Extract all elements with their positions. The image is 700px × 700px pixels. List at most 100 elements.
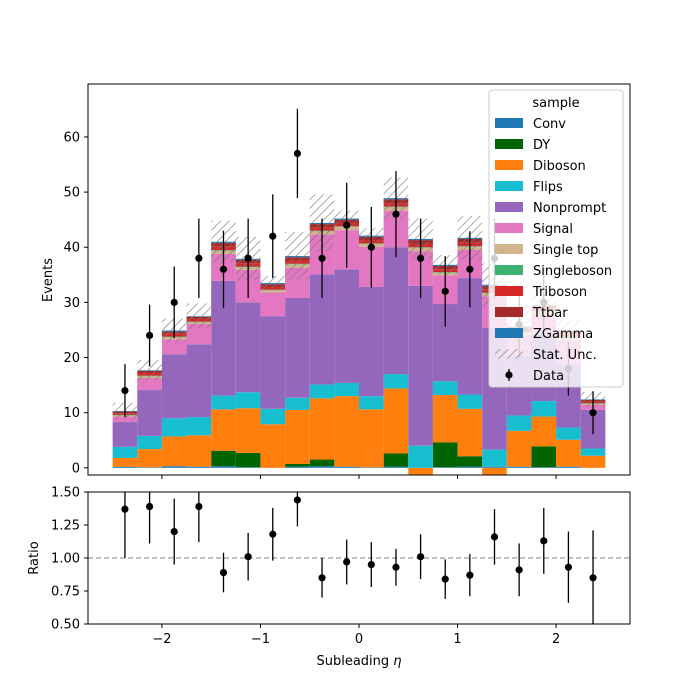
stack-bar [408, 285, 433, 446]
data-point [466, 265, 474, 273]
stack-bar [359, 396, 384, 410]
ratio-point [490, 533, 499, 541]
stat-unc-box [285, 231, 310, 281]
legend-items: Conv DY Diboson Flips Nonprompt Signal Single … [495, 117, 612, 384]
ratio-y-tick-label: 0.75 [51, 585, 80, 600]
stack-bar [211, 466, 236, 468]
legend-marker [505, 371, 513, 379]
legend-label: Nonprompt [533, 201, 606, 216]
stack-bar [285, 297, 310, 398]
ratio-point [540, 537, 548, 545]
stack-bar [137, 467, 162, 468]
stack-bar [383, 374, 409, 389]
legend-swatch [495, 139, 523, 149]
x-tick-label: −1 [251, 632, 270, 647]
y-tick-label: 40 [63, 241, 80, 256]
stack-bar [161, 466, 187, 468]
stack-bar [408, 445, 433, 468]
ratio-point [195, 502, 203, 511]
stack-bar [531, 467, 557, 468]
stack-bar [211, 409, 236, 451]
ratio-point [515, 566, 523, 574]
stack-bar [334, 466, 359, 468]
legend-label: Singleboson [533, 264, 612, 279]
stack-bar [235, 452, 261, 468]
stack-bar [285, 397, 310, 410]
legend-item: Stat. Unc. [495, 348, 597, 363]
legend-item: Flips [495, 180, 563, 195]
main-y-axis-label: Events [41, 258, 56, 302]
stack-bar [383, 453, 409, 467]
y-tick-label: 0 [72, 461, 80, 476]
ratio-point [121, 505, 129, 513]
ratio-point [170, 528, 178, 536]
stack-bar [482, 467, 507, 475]
legend-swatch [495, 223, 523, 233]
stack-bar [383, 247, 409, 375]
ratio-y-tick-label: 0.50 [51, 618, 80, 633]
ratio-y-tick-label: 1.00 [51, 552, 80, 567]
stack-bar [137, 449, 162, 468]
ratio-panel: 0.50 0.75 1.00 1.25 1.50 −2 −1 0 1 2 Ratio Suble… [27, 486, 631, 669]
data-point [195, 254, 203, 262]
stack-bar [309, 459, 335, 467]
stack-bar [359, 286, 384, 397]
stack-bar [235, 408, 261, 453]
main-x-ticks [161, 475, 557, 479]
y-tick-label: 50 [63, 186, 80, 201]
stack-bar [309, 384, 335, 399]
y-tick-label: 10 [63, 406, 80, 421]
x-axis-label: Subleading η [316, 654, 401, 669]
legend-swatch [495, 244, 523, 254]
ratio-point [145, 502, 154, 511]
y-tick-label: 60 [63, 130, 80, 145]
stack-bar [432, 442, 458, 468]
main-y-ticks: 0 10 20 30 40 50 60 [63, 130, 88, 476]
stack-bar [556, 466, 581, 468]
legend-label: Stat. Unc. [533, 348, 597, 363]
legend-item: Data [505, 369, 564, 384]
stack-bar [186, 466, 212, 468]
stack-bar [383, 388, 409, 454]
stack-bar [309, 466, 335, 468]
stack-bar [285, 466, 310, 468]
series-diboson [112, 388, 606, 475]
stack-bar [580, 455, 606, 468]
legend-item: Conv [495, 117, 566, 132]
stack-bar [482, 466, 507, 468]
stack-bar [432, 395, 458, 443]
legend-swatch [495, 181, 523, 191]
legend-item: Single top [495, 243, 598, 258]
ratio-y-tick-label: 1.50 [51, 486, 80, 501]
stack-bar [334, 396, 359, 467]
legend-swatch [495, 118, 523, 128]
stack-bar [260, 408, 286, 425]
x-tick-label: 1 [453, 632, 461, 647]
legend-label: ZGamma [533, 327, 593, 342]
legend-label: Signal [533, 222, 573, 237]
ratio-x-ticks: −2 −1 0 1 2 [152, 624, 560, 647]
legend-swatch [495, 160, 523, 170]
stack-bar [112, 446, 138, 458]
stack-bar [186, 417, 212, 436]
stack-bar [432, 381, 458, 396]
ratio-point [441, 575, 449, 583]
stack-bar [186, 435, 212, 467]
legend-title: sample [532, 96, 579, 111]
stack-bar [334, 382, 359, 397]
ratio-point [343, 558, 351, 566]
stack-bar [161, 418, 187, 437]
data-point [121, 387, 129, 395]
legend-swatch [495, 349, 523, 359]
stack-bar [186, 323, 212, 345]
legend: sample Conv DY Diboson Flips Nonprompt Signal… [488, 89, 624, 388]
ratio-point [293, 496, 302, 504]
stack-bar [285, 463, 310, 467]
series-flips [112, 374, 606, 468]
stack-bar [457, 408, 483, 457]
data-point [145, 331, 154, 340]
stack-bar [260, 424, 286, 468]
series-dy [211, 442, 557, 468]
stack-bar [137, 435, 162, 450]
stack-bar [506, 466, 532, 468]
